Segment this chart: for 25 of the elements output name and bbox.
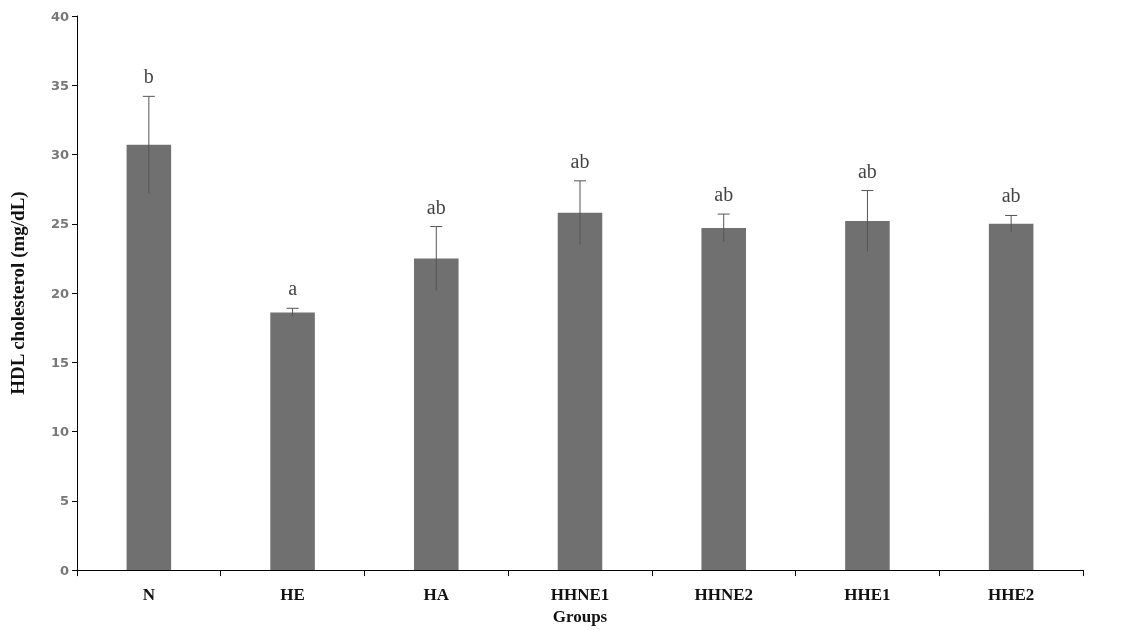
annotation: ab bbox=[1001, 184, 1021, 207]
x-tick-label: HE bbox=[280, 585, 305, 605]
y-tick-label: 10 bbox=[50, 424, 69, 440]
y-tick-label: 5 bbox=[59, 493, 69, 509]
annotation: ab bbox=[570, 149, 590, 172]
x-tick-label: HA bbox=[423, 585, 450, 605]
y-tick-label: 35 bbox=[50, 77, 69, 93]
y-tick-label: 40 bbox=[50, 8, 69, 24]
annotation: ab bbox=[857, 159, 877, 182]
annotation: ab bbox=[426, 195, 446, 218]
y-tick-label: 15 bbox=[50, 354, 69, 370]
y-tick-label: 20 bbox=[50, 285, 69, 301]
x-tick-label: HHNE1 bbox=[550, 585, 610, 605]
x-tick-label: HHNE2 bbox=[694, 585, 753, 605]
y-tick-label: 25 bbox=[50, 216, 69, 232]
x-tick-label: HHE2 bbox=[987, 585, 1035, 605]
x-tick-label: N bbox=[142, 585, 156, 605]
annotation: ab bbox=[714, 183, 734, 206]
y-axis-title: HDL cholesterol (mg/dL) bbox=[7, 191, 29, 395]
y-tick-label: 30 bbox=[50, 147, 69, 163]
x-tick-label: HHE1 bbox=[844, 585, 891, 605]
annotation: b bbox=[143, 65, 154, 88]
x-axis-title: Groups bbox=[552, 607, 608, 626]
y-tick-label: 0 bbox=[59, 562, 69, 578]
annotation: a bbox=[288, 277, 298, 300]
